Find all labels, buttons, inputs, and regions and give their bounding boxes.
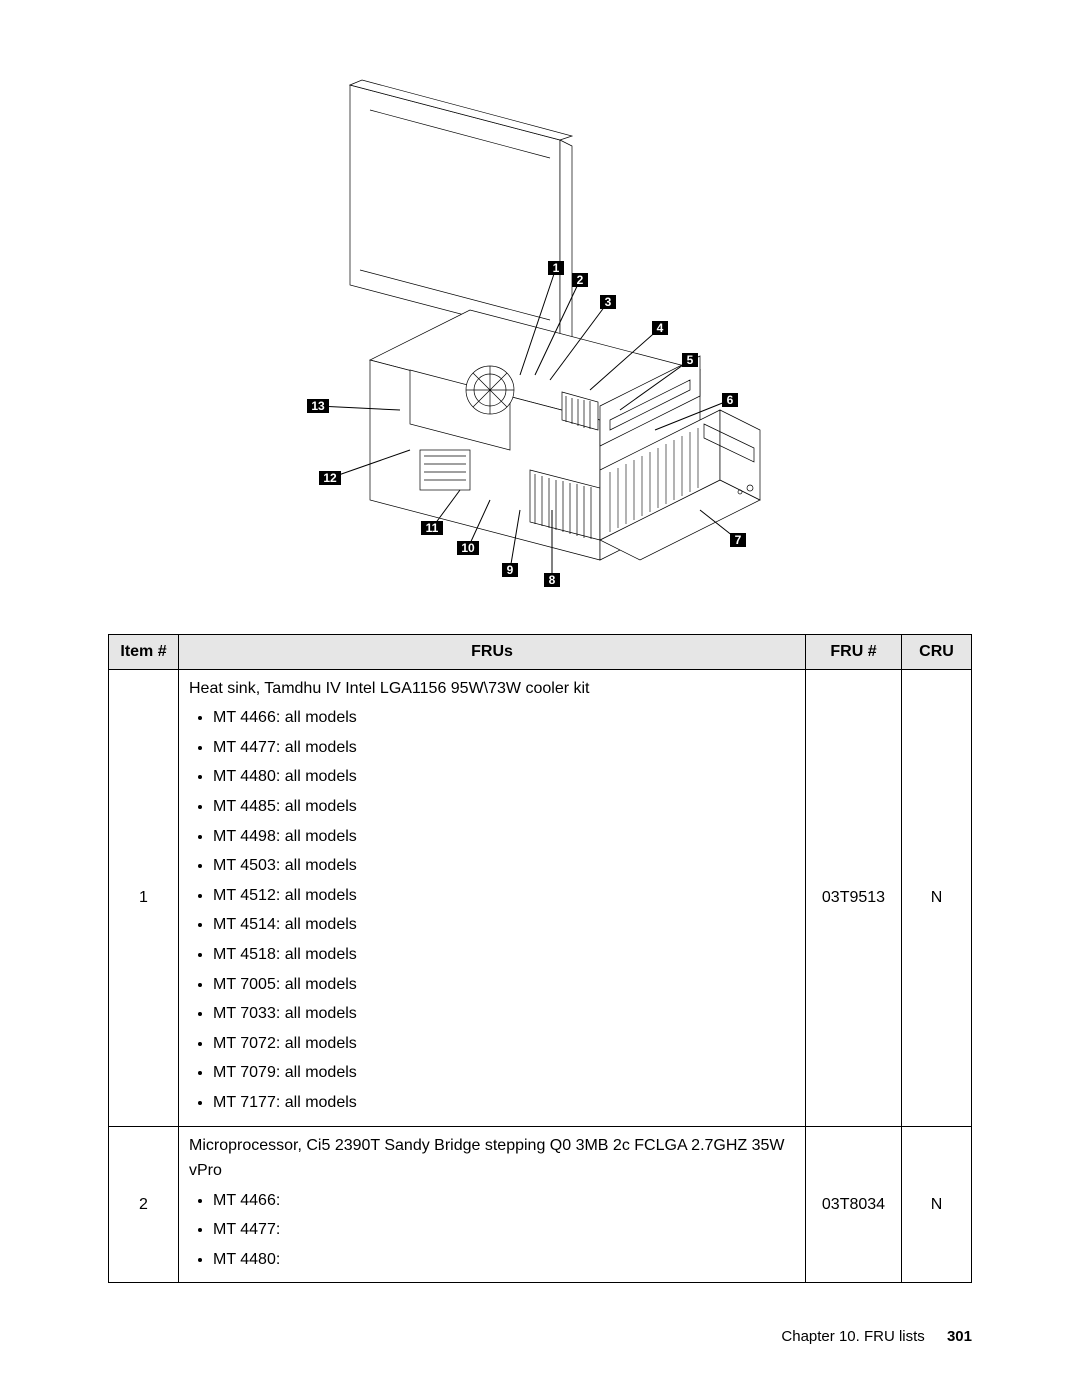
cell-frunum: 03T9513: [806, 669, 902, 1126]
cell-frus: Heat sink, Tamdhu IV Intel LGA1156 95W\7…: [179, 669, 806, 1126]
callout-label: 8: [549, 573, 556, 587]
exploded-diagram: 12345678910111213: [108, 70, 972, 610]
list-item: MT 4466:: [213, 1188, 795, 1214]
list-item: MT 4512: all models: [213, 883, 795, 909]
fru-title: Heat sink, Tamdhu IV Intel LGA1156 95W\7…: [189, 676, 795, 702]
list-item: MT 4466: all models: [213, 705, 795, 731]
list-item: MT 7005: all models: [213, 972, 795, 998]
model-list: MT 4466: all models MT 4477: all models MT…: [189, 705, 795, 1115]
callout-label: 3: [605, 295, 612, 309]
table-row: 1 Heat sink, Tamdhu IV Intel LGA1156 95W\…: [109, 669, 972, 1126]
col-item: Item #: [109, 635, 179, 670]
callout-label: 5: [687, 353, 694, 367]
callout-label: 4: [657, 321, 664, 335]
list-item: MT 4518: all models: [213, 942, 795, 968]
list-item: MT 4477: all models: [213, 735, 795, 761]
cell-frunum: 03T8034: [806, 1126, 902, 1283]
page-footer: Chapter 10. FRU lists 301: [781, 1328, 972, 1345]
cell-item: 1: [109, 669, 179, 1126]
col-frunum: FRU #: [806, 635, 902, 670]
callout-label: 7: [735, 533, 742, 547]
list-item: MT 4480:: [213, 1247, 795, 1273]
cell-cru: N: [902, 669, 972, 1126]
list-item: MT 4485: all models: [213, 794, 795, 820]
list-item: MT 4480: all models: [213, 764, 795, 790]
list-item: MT 7072: all models: [213, 1031, 795, 1057]
callout-label: 13: [311, 399, 325, 413]
footer-page: 301: [947, 1328, 972, 1345]
callout-label: 10: [461, 541, 475, 555]
cell-frus: Microprocessor, Ci5 2390T Sandy Bridge s…: [179, 1126, 806, 1283]
callout-label: 1: [553, 261, 560, 275]
list-item: MT 4477:: [213, 1217, 795, 1243]
table-header-row: Item # FRUs FRU # CRU: [109, 635, 972, 670]
list-item: MT 4514: all models: [213, 912, 795, 938]
list-item: MT 7079: all models: [213, 1060, 795, 1086]
list-item: MT 7033: all models: [213, 1001, 795, 1027]
model-list: MT 4466: MT 4477: MT 4480:: [189, 1188, 795, 1273]
table-row: 2Microprocessor, Ci5 2390T Sandy Bridge …: [109, 1126, 972, 1283]
callout-label: 6: [727, 393, 734, 407]
list-item: MT 7177: all models: [213, 1090, 795, 1116]
cell-item: 2: [109, 1126, 179, 1283]
col-cru: CRU: [902, 635, 972, 670]
callout-label: 11: [426, 521, 439, 535]
diagram-svg: 12345678910111213: [260, 70, 820, 610]
cell-cru: N: [902, 1126, 972, 1283]
footer-chapter: Chapter 10. FRU lists: [781, 1328, 924, 1345]
list-item: MT 4498: all models: [213, 824, 795, 850]
fru-title: Microprocessor, Ci5 2390T Sandy Bridge s…: [189, 1133, 795, 1184]
list-item: MT 4503: all models: [213, 853, 795, 879]
callout-label: 12: [323, 471, 337, 485]
callout-label: 9: [507, 563, 514, 577]
fru-table: Item # FRUs FRU # CRU 1 Heat sink, Tamdhu…: [108, 634, 972, 1283]
callout-label: 2: [577, 273, 584, 287]
col-frus: FRUs: [179, 635, 806, 670]
